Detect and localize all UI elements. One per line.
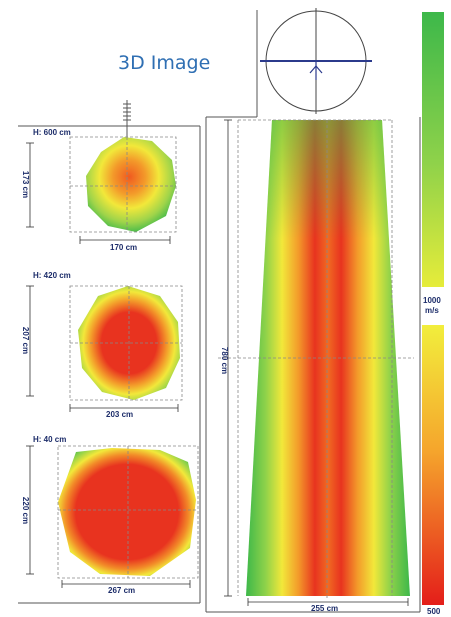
longitudinal-tomogram <box>218 119 414 606</box>
longitudinal-base-dim: 255 cm <box>311 604 339 613</box>
cross-section-1-shape <box>86 137 176 232</box>
cross-section-2 <box>26 285 183 412</box>
scale-bottom-label: 500 <box>427 607 441 616</box>
cross-section-panel-frame <box>18 125 201 604</box>
longitudinal-height-dim: 780 cm <box>220 346 230 375</box>
scale-top-label: 1000 <box>423 296 441 305</box>
cross-section-3-shape <box>58 448 196 576</box>
scale-upper-bar <box>422 12 444 287</box>
section-1-horizontal-dim: 170 cm <box>110 243 138 252</box>
scale-lower-bar <box>422 325 444 605</box>
section-tick-marker <box>123 100 131 140</box>
section-2-height-label: H: 420 cm <box>33 271 71 280</box>
cross-section-3 <box>26 445 199 588</box>
direction-compass <box>206 8 372 118</box>
section-2-horizontal-dim: 203 cm <box>106 410 134 419</box>
scale-unit-label: m/s <box>425 306 439 315</box>
cross-section-1 <box>26 136 177 244</box>
section-1-height-label: H: 600 cm <box>33 128 71 137</box>
image-title: 3D Image <box>118 52 211 74</box>
velocity-color-scale <box>422 12 444 605</box>
longitudinal-panel-frame <box>205 117 421 613</box>
section-3-vertical-dim: 220 cm <box>21 496 31 525</box>
section-3-horizontal-dim: 267 cm <box>108 586 136 595</box>
section-2-vertical-dim: 207 cm <box>21 326 31 355</box>
section-3-height-label: H: 40 cm <box>33 435 67 444</box>
section-1-vertical-dim: 173 cm <box>21 170 31 199</box>
